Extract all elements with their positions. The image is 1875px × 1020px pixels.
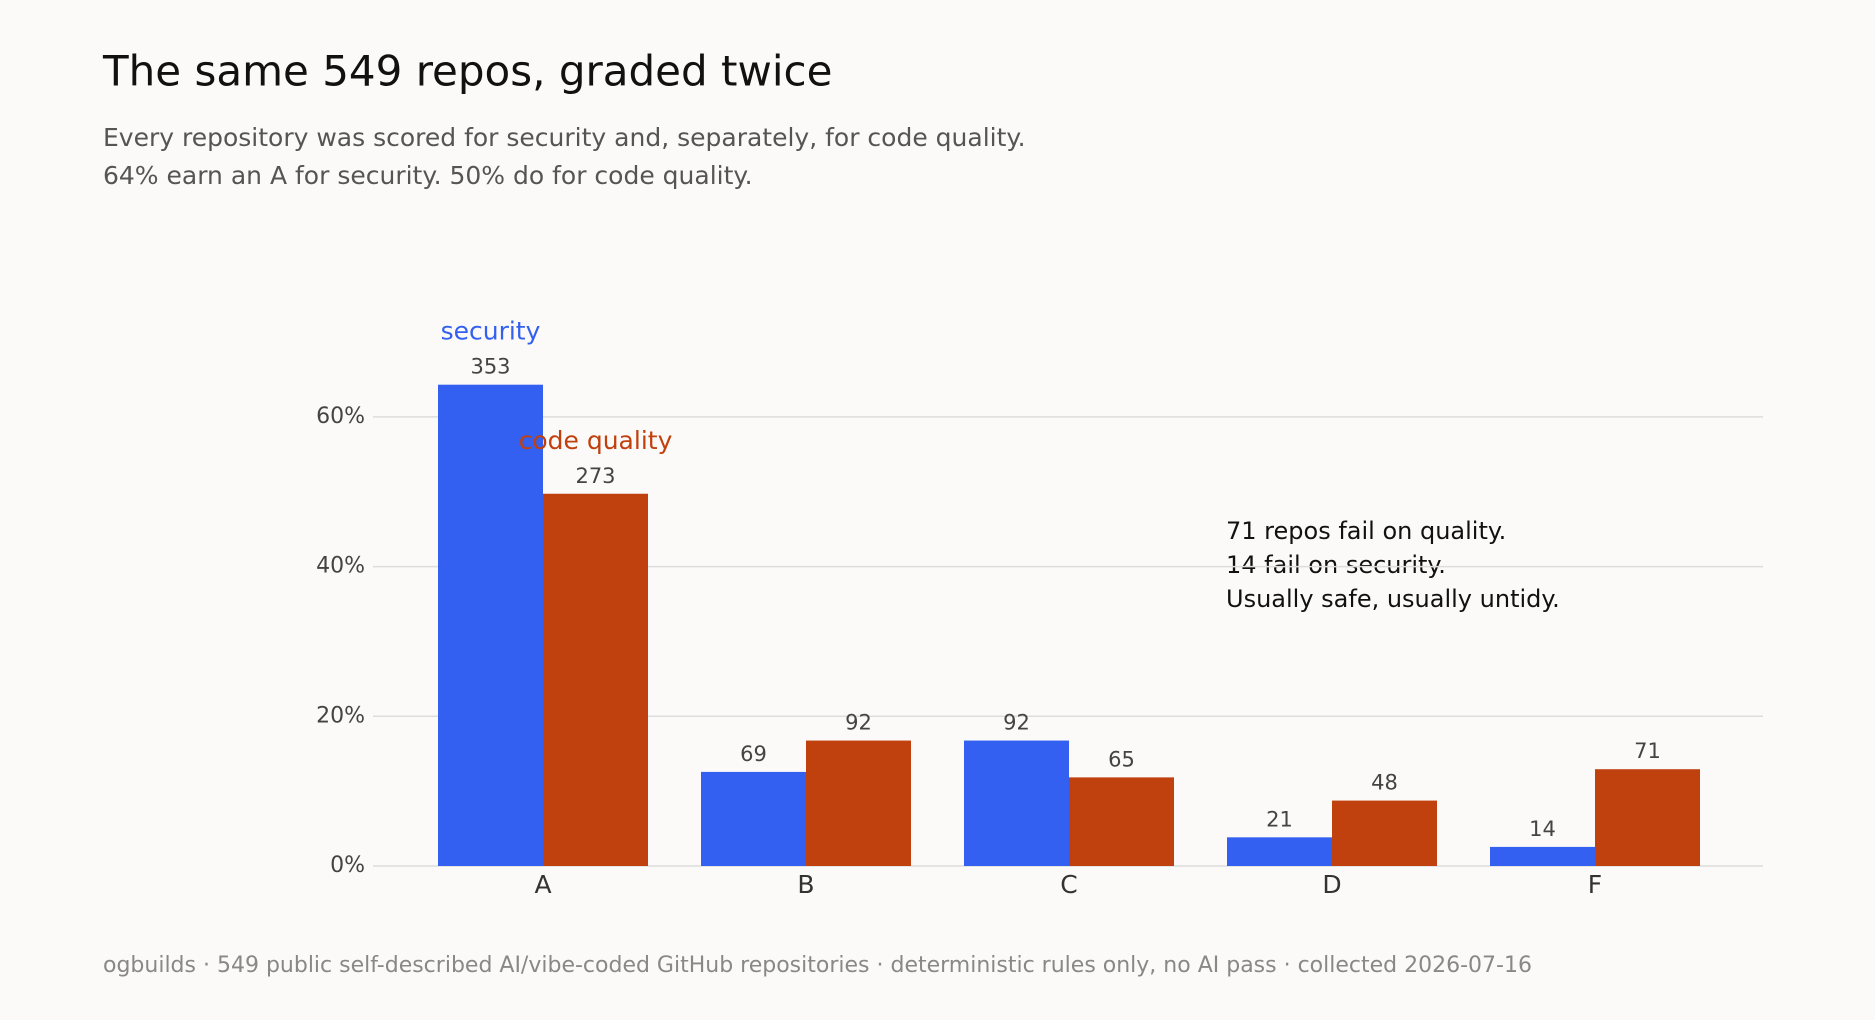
y-tick-label: 0%	[330, 853, 365, 878]
x-tick-label: F	[1588, 870, 1602, 899]
annotation: 71 repos fail on quality.	[1226, 517, 1506, 545]
value-label: 353	[470, 355, 510, 379]
y-tick-label: 20%	[316, 703, 365, 728]
value-label: 92	[1003, 711, 1030, 735]
legend-label: code quality	[519, 426, 673, 455]
bar	[1227, 837, 1332, 866]
x-tick-label: B	[797, 870, 814, 899]
subtitle: Every repository was scored for security…	[103, 123, 1026, 152]
x-tick-label: C	[1060, 870, 1077, 899]
annotation: 14 fail on security.	[1226, 551, 1446, 579]
bar	[964, 740, 1069, 866]
value-label: 71	[1634, 739, 1661, 763]
value-label: 92	[845, 711, 872, 735]
value-label: 69	[740, 742, 767, 766]
bar	[701, 771, 806, 866]
value-label: 21	[1266, 807, 1293, 831]
bar	[1332, 800, 1437, 866]
bar	[543, 493, 648, 866]
footer: ogbuilds · 549 public self-described AI/…	[103, 953, 1532, 978]
y-tick-label: 40%	[316, 554, 365, 579]
subtitle: 64% earn an A for security. 50% do for c…	[103, 161, 753, 190]
value-label: 14	[1529, 817, 1556, 841]
chart-title: The same 549 repos, graded twice	[102, 47, 832, 96]
annotation: Usually safe, usually untidy.	[1226, 585, 1560, 613]
bar	[438, 384, 543, 866]
value-label: 48	[1371, 771, 1398, 795]
x-tick-label: D	[1322, 870, 1341, 899]
y-tick-label: 60%	[316, 404, 365, 429]
bar	[1595, 769, 1700, 866]
value-label: 65	[1108, 747, 1135, 771]
bar	[1069, 777, 1174, 866]
legend-label: security	[441, 317, 541, 346]
bar	[1490, 846, 1595, 866]
value-label: 273	[575, 464, 615, 488]
x-tick-label: A	[534, 870, 551, 899]
bar	[806, 740, 911, 866]
